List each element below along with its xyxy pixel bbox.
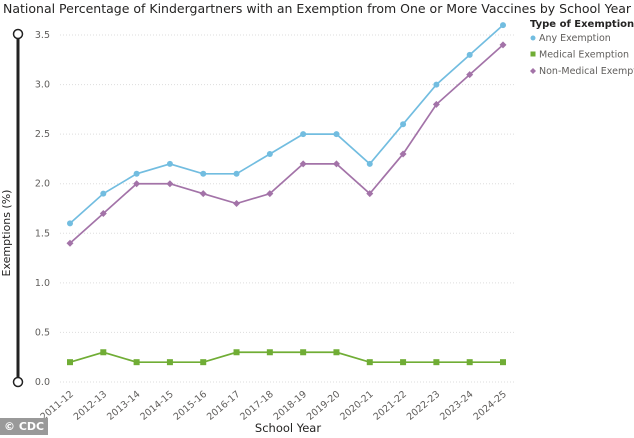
data-point	[200, 170, 207, 177]
y-tick-label: 2.5	[35, 129, 50, 140]
data-point	[233, 170, 240, 177]
legend-marker-circle-icon	[530, 35, 536, 41]
data-point	[366, 190, 374, 198]
x-tick-label: 2013-14	[105, 389, 142, 423]
data-point	[233, 349, 240, 356]
data-point	[399, 150, 407, 158]
data-point	[266, 349, 273, 356]
data-point	[67, 359, 73, 366]
x-tick-label: 2018-19	[272, 389, 309, 423]
legend-item[interactable]: Non-Medical Exemption	[539, 66, 634, 77]
y-tick-label: 3.0	[35, 80, 50, 91]
x-tick-label: 2024-25	[471, 389, 508, 423]
legend-title: Type of Exemption	[530, 19, 634, 30]
series-line-medical-exemption	[69, 351, 503, 364]
data-point	[432, 100, 440, 108]
y-tick-label: 0.0	[35, 377, 50, 388]
data-point	[233, 200, 241, 208]
x-axis-label: School Year	[255, 421, 321, 435]
data-point	[400, 359, 407, 366]
data-point	[433, 359, 440, 366]
y-tick-label: 1.5	[35, 228, 50, 239]
data-point	[499, 41, 507, 49]
x-tick-label: 2012-13	[72, 389, 109, 423]
data-point	[366, 359, 373, 366]
data-point	[133, 180, 141, 188]
range-slider-handle-bottom[interactable]	[12, 376, 24, 388]
data-point	[67, 220, 73, 227]
x-tick-label: 2020-21	[338, 389, 375, 423]
data-point	[200, 359, 207, 366]
data-point	[332, 160, 340, 168]
data-point	[400, 121, 407, 128]
y-tick-label: 1.0	[35, 278, 50, 289]
cdc-watermark: © CDC	[0, 418, 49, 435]
data-point	[266, 190, 274, 198]
y-tick-label: 0.5	[35, 327, 50, 338]
legend-item[interactable]: Medical Exemption	[539, 50, 629, 61]
data-point	[100, 190, 107, 197]
y-tick-label: 3.5	[35, 30, 50, 41]
y-tick-label: 2.0	[35, 179, 50, 190]
data-point	[433, 81, 440, 88]
data-point	[266, 150, 273, 157]
data-point	[300, 131, 307, 138]
data-point	[166, 180, 174, 188]
x-tick-label: 2023-24	[438, 389, 475, 423]
data-point	[500, 22, 506, 29]
data-point	[366, 160, 373, 167]
x-tick-label: 2015-16	[172, 389, 209, 423]
legend-marker-diamond-icon	[530, 68, 536, 74]
x-tick-label: 2014-15	[138, 389, 175, 423]
data-point	[300, 349, 307, 356]
x-tick-label: 2019-20	[305, 389, 342, 423]
data-point	[166, 160, 173, 167]
data-point	[466, 71, 474, 79]
data-point	[500, 359, 506, 366]
x-tick-label: 2017-18	[238, 389, 275, 423]
data-point	[166, 359, 173, 366]
legend-item[interactable]: Any Exemption	[539, 33, 611, 44]
data-point	[333, 131, 340, 138]
range-slider-handle-top[interactable]	[12, 28, 24, 40]
x-tick-label: 2021-22	[372, 389, 409, 423]
x-tick-label: 2016-17	[205, 389, 242, 423]
x-tick-label: 2022-23	[405, 389, 442, 423]
legend-marker-square-icon	[530, 51, 536, 57]
data-point	[133, 359, 140, 366]
series-line-non-medical-exemption	[69, 44, 504, 244]
data-point	[466, 359, 473, 366]
data-point	[66, 239, 74, 247]
data-point	[299, 160, 307, 168]
data-point	[133, 170, 140, 177]
series-line-any-exemption	[69, 24, 504, 225]
data-point	[100, 349, 107, 356]
data-point	[333, 349, 340, 356]
data-point	[466, 51, 473, 58]
data-point	[99, 209, 107, 217]
y-axis-label: Exemptions (%)	[0, 190, 13, 277]
data-point	[199, 190, 207, 198]
chart-title: National Percentage of Kindergartners wi…	[3, 1, 632, 16]
